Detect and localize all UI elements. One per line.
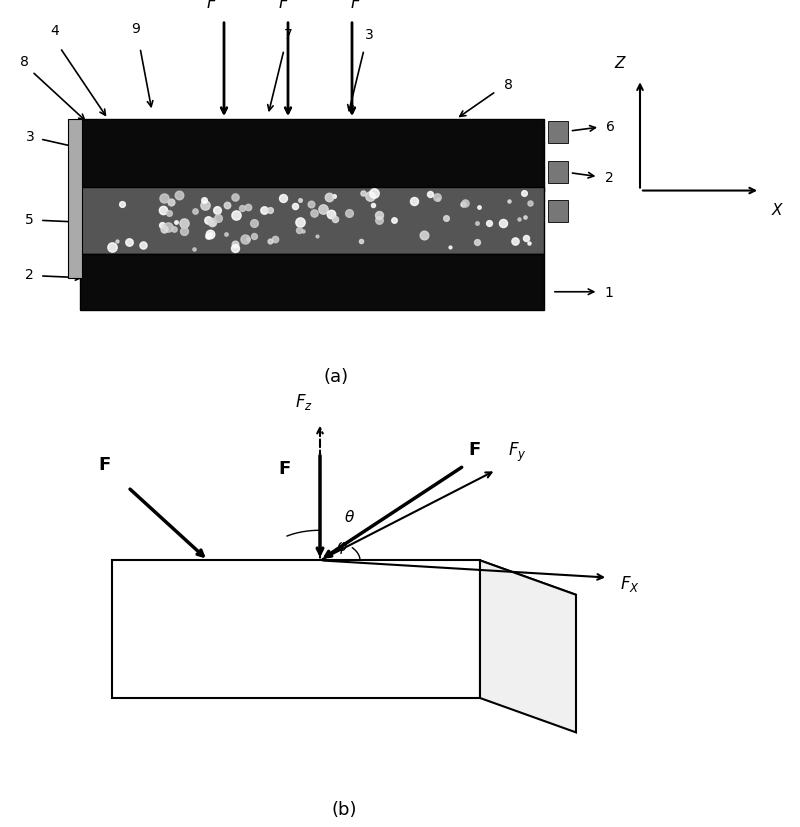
Text: 2: 2 bbox=[605, 171, 614, 185]
Text: 7: 7 bbox=[284, 27, 292, 41]
Text: 6: 6 bbox=[606, 120, 615, 134]
Text: $F$: $F$ bbox=[206, 0, 218, 12]
Bar bbox=[80, 254, 544, 309]
Text: $F$: $F$ bbox=[278, 0, 290, 12]
Text: X: X bbox=[772, 203, 782, 218]
Text: 2: 2 bbox=[26, 268, 34, 282]
Text: $\mathbf{F}$: $\mathbf{F}$ bbox=[468, 442, 481, 459]
Text: $F_X$: $F_X$ bbox=[620, 574, 640, 594]
Text: (b): (b) bbox=[331, 801, 357, 819]
Text: 3: 3 bbox=[26, 130, 34, 144]
Text: Z: Z bbox=[614, 56, 626, 71]
Text: 3: 3 bbox=[366, 27, 374, 41]
Polygon shape bbox=[480, 561, 576, 733]
Polygon shape bbox=[112, 561, 576, 595]
Text: (a): (a) bbox=[323, 368, 349, 386]
Bar bbox=[80, 187, 544, 254]
Bar bbox=[548, 200, 568, 222]
Text: 8: 8 bbox=[19, 55, 29, 69]
Bar bbox=[68, 119, 82, 278]
Bar bbox=[548, 160, 568, 183]
Bar bbox=[548, 121, 568, 143]
Text: $\varphi$: $\varphi$ bbox=[336, 540, 348, 556]
Bar bbox=[80, 119, 544, 190]
Text: $F_y$: $F_y$ bbox=[508, 441, 526, 464]
Text: 4: 4 bbox=[50, 24, 58, 38]
Text: 9: 9 bbox=[131, 22, 141, 36]
Text: $F$: $F$ bbox=[350, 0, 362, 12]
Text: 8: 8 bbox=[504, 79, 513, 93]
Text: 1: 1 bbox=[605, 286, 614, 300]
Text: $\mathbf{F}$: $\mathbf{F}$ bbox=[98, 457, 110, 475]
Text: $F_z$: $F_z$ bbox=[295, 392, 313, 412]
Text: $\mathbf{F}$: $\mathbf{F}$ bbox=[278, 461, 290, 478]
Text: $\theta$: $\theta$ bbox=[344, 509, 355, 525]
Polygon shape bbox=[112, 561, 480, 698]
Text: 5: 5 bbox=[26, 213, 34, 227]
